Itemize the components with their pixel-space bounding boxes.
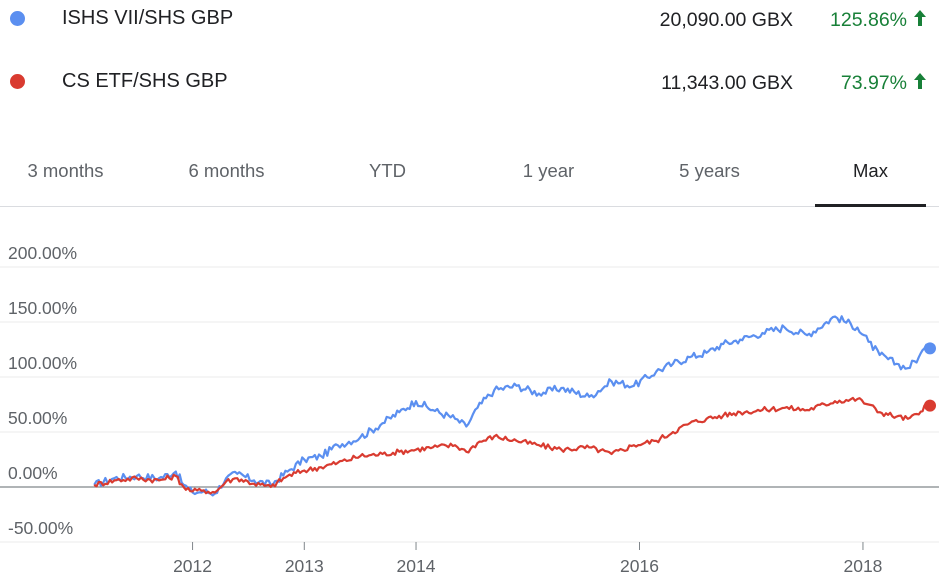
tab-3-months[interactable]: 3 months [27,160,104,181]
y-tick-label: 50.00% [8,408,67,428]
y-tick-label: -50.00% [8,518,73,538]
tab-5-years[interactable]: 5 years [679,160,740,181]
tab-6-months[interactable]: 6 months [188,160,265,181]
series-endpoint-ishs [924,342,936,355]
y-tick-label: 150.00% [8,298,77,318]
tab-ytd[interactable]: YTD [369,160,406,181]
time-range-tabs: 3 months 6 months YTD 1 year 5 years Max [0,138,939,207]
x-tick-label: 2012 [173,556,212,576]
series-color-dot [10,11,25,26]
x-tick-label: 2014 [397,556,436,576]
arrow-up-icon [914,10,926,26]
y-tick-label: 0.00% [8,463,58,483]
series-line-cs [93,396,931,495]
arrow-up-icon [914,73,926,89]
series-name[interactable]: ISHS VII/SHS GBP [62,7,234,29]
legend-row-ishs[interactable]: ISHS VII/SHS GBP 20,090.00 GBX 125.86% [0,0,939,36]
legend-row-cs[interactable]: CS ETF/SHS GBP 11,343.00 GBX 73.97% [0,63,939,99]
series-name[interactable]: CS ETF/SHS GBP [62,70,228,92]
series-price: 11,343.00 GBX [661,72,793,94]
series-price: 20,090.00 GBX [659,9,793,31]
y-tick-label: 200.00% [8,243,77,263]
tab-1-year[interactable]: 1 year [522,160,575,181]
series-change: 73.97% [840,72,907,94]
series-color-dot [10,74,25,89]
performance-chart: 200.00%150.00%100.00%50.00%0.00%-50.00% … [0,243,939,576]
series-line-ishs [93,315,931,497]
y-tick-label: 100.00% [8,353,77,373]
tab-max-label: Max [853,160,888,181]
series-change: 125.86% [830,9,907,31]
x-tick-label: 2013 [285,556,324,576]
x-tick-label: 2018 [843,556,882,576]
active-tab-underline [815,204,926,207]
x-tick-label: 2016 [620,556,659,576]
tab-max[interactable]: Max [815,138,926,207]
series-endpoint-cs [924,399,936,412]
